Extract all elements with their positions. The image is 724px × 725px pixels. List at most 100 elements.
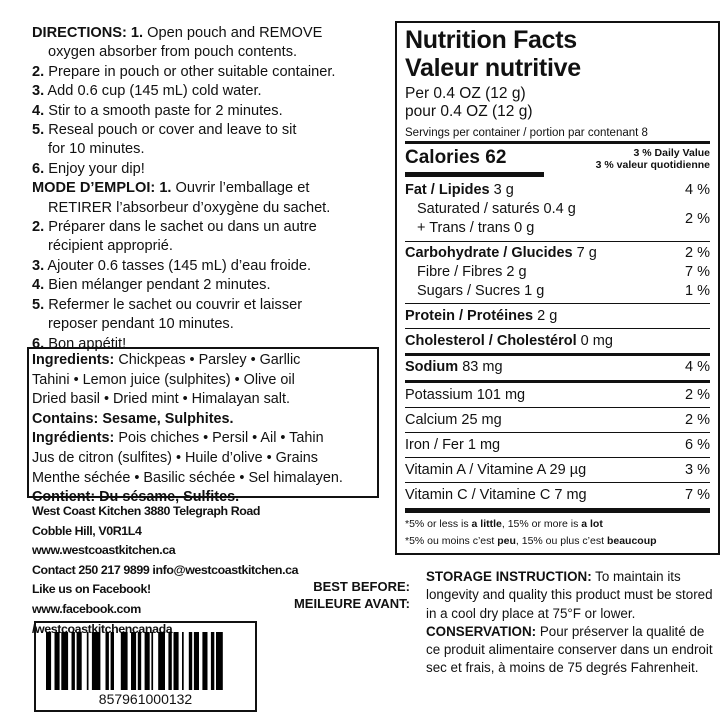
storage-text: To maintain its longevity and quality th… xyxy=(426,569,713,621)
nutrient-label: Vitamin A / Vitamine A 29 µg xyxy=(405,462,587,478)
barcode-bar xyxy=(105,632,109,690)
barcode-bar xyxy=(91,632,101,690)
direction-step: 5. Refermer le sachet ou couvrir et lais… xyxy=(32,296,392,315)
nutrition-facts-table: Nutrition Facts Valeur nutritive Per 0.4… xyxy=(395,21,720,555)
barcode-bar xyxy=(210,632,215,690)
divider xyxy=(405,457,710,458)
barcode-bar xyxy=(193,632,199,690)
divider xyxy=(405,353,710,356)
daily-value-header-fr: 3 % valeur quotidienne xyxy=(595,159,710,171)
cholesterol-label: Cholesterol / Cholestérol xyxy=(405,333,577,349)
footnote-bold: peu xyxy=(497,535,516,547)
barcode-bar xyxy=(144,632,150,690)
carb-label: Carbohydrate / Glucides xyxy=(405,245,573,261)
allergen-contains: Contains: Sesame, Sulphites. xyxy=(32,410,234,427)
saturated: Saturated / saturés 0.4 g xyxy=(417,201,576,217)
step-number: 3. xyxy=(32,257,45,274)
carb-pct: 2 % xyxy=(685,245,710,261)
nutrient-row: Calcium 25 mg 2 % xyxy=(405,411,710,430)
ingredients-label-fr: Ingrédients: xyxy=(32,430,115,447)
facebook-link[interactable]: www.facebook.com xyxy=(32,601,141,616)
protein-row: Protein / Protéines 2 g xyxy=(405,307,710,326)
divider xyxy=(405,141,710,144)
sat-trans-row: Saturated / saturés 0.4 g + Trans / trans… xyxy=(405,200,710,238)
barcode-bar xyxy=(120,632,128,690)
direction-step: 4. Bien mélanger pendant 2 minutes. xyxy=(32,276,392,295)
footnote-text: , 15% ou plus c’est xyxy=(515,535,607,547)
conservation-label: CONSERVATION: xyxy=(426,623,537,639)
footnote-text: *5% or less is xyxy=(405,518,472,530)
barcode-bar xyxy=(54,632,60,690)
nutrient-pct: 6 % xyxy=(685,437,710,453)
ingredients-label: Ingredients: xyxy=(32,352,115,368)
ingredients-line: Jus de citron (sulfites) • Huile d’olive… xyxy=(32,449,318,466)
step-text: Enjoy your dip! xyxy=(48,160,145,177)
best-before-en: BEST BEFORE: xyxy=(313,579,410,594)
directions-label: MODE D’EMPLOI: xyxy=(32,180,156,197)
fibre-row: Fibre / Fibres 2 g 7 % xyxy=(405,263,710,282)
nutrient-pct: 2 % xyxy=(685,412,710,428)
sugars-row: Sugars / Sucres 1 g 1 % xyxy=(405,282,710,301)
step-number: 6. xyxy=(32,160,45,177)
barcode-bar xyxy=(216,632,223,690)
barcode-bar xyxy=(151,632,154,690)
step-number: 5. xyxy=(32,296,45,313)
cholesterol-row: Cholesterol / Cholestérol 0 mg xyxy=(405,332,710,351)
barcode-bar xyxy=(158,632,165,690)
serving-size-fr: pour 0.4 OZ (12 g) xyxy=(405,103,533,120)
sugars-label: Sugars / Sucres 1 g xyxy=(417,283,545,299)
divider xyxy=(405,508,710,513)
step-text: Refermer le sachet ou couvrir et laisser xyxy=(48,296,303,313)
barcode-bar xyxy=(182,632,184,690)
nutrient-label: Calcium 25 mg xyxy=(405,412,502,428)
step-text: Préparer dans le sachet ou dans un autre xyxy=(48,219,317,236)
footnote: *5% or less is a little, 15% or more is … xyxy=(405,516,710,550)
barcode-bar xyxy=(137,632,142,690)
direction-step: 5. Reseal pouch or cover and leave to si… xyxy=(32,121,392,140)
ingredients-line: Pois chiches • Persil • Ail • Tahin xyxy=(118,430,324,447)
nutrient-label: Iron / Fer 1 mg xyxy=(405,437,501,453)
footnote-bold: a lot xyxy=(581,518,603,530)
best-before: BEST BEFORE: MEILEURE AVANT: xyxy=(272,578,410,612)
nutrient-label: Potassium 101 mg xyxy=(405,387,526,403)
step-text: Prepare in pouch or other suitable conta… xyxy=(48,63,336,80)
facebook-text: Like us on Facebook! xyxy=(32,582,151,597)
step-number: 4. xyxy=(32,277,45,294)
direction-step: 3. Add 0.6 cup (145 mL) cold water. xyxy=(32,82,392,101)
step-text-cont: récipient approprié. xyxy=(48,238,173,255)
best-before-fr: MEILEURE AVANT: xyxy=(293,596,410,611)
directions: DIRECTIONS: 1. Open pouch and REMOVE oxyg… xyxy=(32,24,392,354)
barcode-bar xyxy=(86,632,89,690)
barcode-bar xyxy=(46,632,52,690)
step-text: Bien mélanger pendant 2 minutes. xyxy=(48,277,271,294)
step-text-cont: reposer pendant 10 minutes. xyxy=(48,316,234,333)
barcode-bar xyxy=(71,632,75,690)
fat-amount: 3 g xyxy=(493,182,514,198)
step-text: Reseal pouch or cover and leave to sit xyxy=(48,122,297,139)
carb-row: Carbohydrate / Glucides 7 g 2 % xyxy=(405,244,710,263)
direction-step: MODE D’EMPLOI: 1. Ouvrir l’emballage et xyxy=(32,179,392,198)
directions-label: DIRECTIONS: xyxy=(32,25,127,41)
nutrient-row: Potassium 101 mg 2 % xyxy=(405,386,710,405)
barcode-bar xyxy=(110,632,114,690)
barcode-bar xyxy=(76,632,82,690)
step-number: 3. xyxy=(32,83,45,100)
divider xyxy=(405,380,710,383)
footnote-bold: a little xyxy=(471,518,502,530)
calories: Calories 62 xyxy=(405,147,507,168)
website-link[interactable]: www.westcoastkitchen.ca xyxy=(32,543,176,558)
fibre-label: Fibre / Fibres 2 g xyxy=(417,264,527,280)
protein-label: Protein / Protéines xyxy=(405,308,534,324)
allergen-contient: Contient: Du sésame, Sulfites. xyxy=(32,489,240,506)
step-number: 1. xyxy=(130,25,144,41)
sat-trans-pct: 2 % xyxy=(685,210,710,227)
direction-step: DIRECTIONS: 1. Open pouch and REMOVE xyxy=(32,24,392,43)
servings-per-container: Servings per container / portion par con… xyxy=(405,127,648,139)
nutrient-row: Iron / Fer 1 mg 6 % xyxy=(405,436,710,455)
conservation-text: Pour préserver la qualité de ce produit … xyxy=(426,623,713,676)
barcode-bar xyxy=(188,632,193,690)
divider xyxy=(405,482,710,483)
sugars-pct: 1 % xyxy=(685,283,710,299)
fibre-pct: 7 % xyxy=(685,264,710,280)
